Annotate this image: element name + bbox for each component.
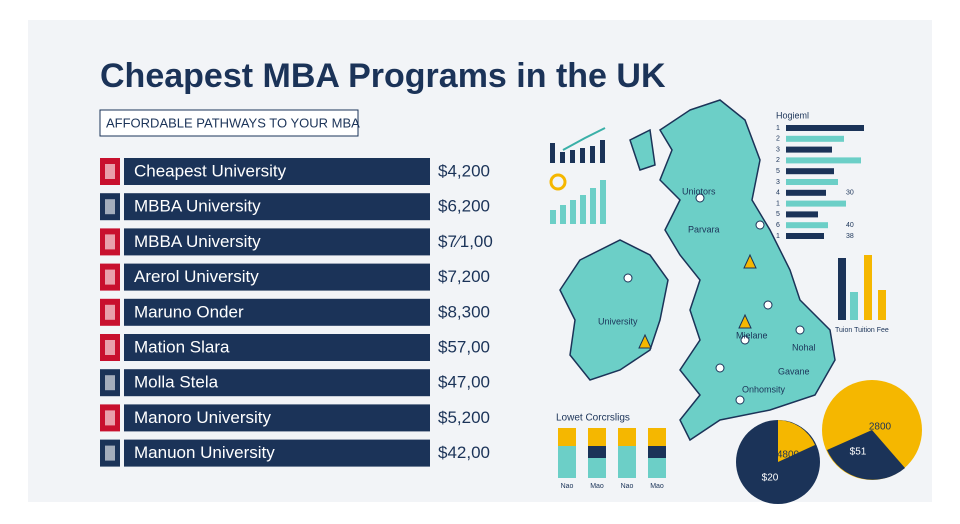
legend-row-label: 1 [776, 233, 780, 240]
stack-mid [588, 446, 606, 458]
stack-mid [558, 446, 576, 458]
university-name: Mation Slara [134, 337, 230, 356]
legend-row-label: 2 [776, 136, 780, 143]
fee: $7⁄1,00 [438, 232, 493, 251]
row-bar [124, 298, 430, 326]
stack-top [588, 428, 606, 446]
university-name: MBBA University [134, 197, 261, 216]
legend-title: Hogieml [776, 110, 809, 120]
stack-label: Nao [621, 483, 634, 490]
fee: $7,200 [438, 267, 490, 286]
university-name: Cheapest University [134, 161, 287, 180]
legend-row-label: 6 [776, 222, 780, 229]
fee: $42,00 [438, 443, 490, 462]
legend-bar [786, 222, 828, 229]
title: Cheapest MBA Programs in the UK [100, 57, 666, 95]
university-name: MBBA University [134, 232, 261, 251]
stack-bottom [618, 458, 636, 478]
pie-label: $20 [762, 473, 779, 484]
row-bar [124, 334, 430, 361]
legend-bar [786, 125, 864, 131]
pie-label: 4800 [777, 450, 800, 461]
map-label: Mielane [736, 330, 768, 340]
legend-row-label: 1 [776, 125, 780, 132]
university-name: Maruno Onder [134, 302, 244, 321]
stack-label: Mao [650, 483, 664, 490]
map-label: Gavane [778, 366, 810, 376]
fee: $5,200 [438, 408, 490, 427]
row-bar [124, 369, 430, 397]
pie-label: $51 [850, 447, 867, 458]
legend-row-label: 3 [776, 146, 780, 153]
row-bar [124, 193, 430, 221]
row-bar [124, 404, 430, 432]
legend-row-value: 40 [846, 222, 854, 229]
fee: $4,200 [438, 161, 490, 180]
pie-slice [778, 420, 815, 462]
stack-bottom [558, 458, 576, 478]
map-label: Parvara [688, 224, 720, 234]
legend-row-label: 4 [776, 190, 780, 197]
university-name: Molla Stela [134, 373, 219, 392]
stack-mid [648, 446, 666, 458]
legend-bar [786, 146, 832, 153]
crest-inner [105, 304, 115, 320]
crest-inner [105, 375, 115, 391]
stack-label: Nao [561, 483, 574, 490]
row-bar [124, 263, 430, 291]
crest-inner [105, 445, 115, 461]
stack-bottom [648, 458, 666, 478]
subtitle-box [99, 109, 359, 137]
crest-inner [105, 234, 115, 250]
stack-top [558, 428, 576, 446]
legend-row-label: 3 [776, 179, 780, 186]
legend-row-label: 5 [776, 211, 780, 218]
legend-bar [786, 179, 838, 185]
legend-bar [786, 157, 861, 164]
crest-inner [105, 269, 115, 285]
university-name: Manoro University [134, 408, 271, 427]
crest-inner [105, 410, 115, 426]
legend-bar [786, 189, 826, 196]
pie-slice [827, 430, 905, 480]
fee: $6,200 [438, 197, 490, 216]
legend-bar [786, 233, 824, 239]
legend-bar [786, 211, 818, 218]
university-name: Manuon University [134, 443, 275, 462]
fee: $8,300 [438, 302, 490, 321]
fee: $47,00 [438, 373, 490, 392]
stack-label: Mao [590, 483, 604, 490]
legend-bar [786, 168, 834, 175]
legend-row-label: 1 [776, 200, 780, 207]
crest-inner [105, 340, 115, 355]
legend-row-label: 5 [776, 168, 780, 175]
map-label: Uniotors [682, 186, 716, 196]
legend-row-label: 2 [776, 157, 780, 164]
lowest-title: Lowet Corcrsligs [556, 413, 630, 424]
crest-inner [105, 164, 115, 179]
stack-top [648, 428, 666, 446]
subtitle: AFFORDABLE PATHWAYS TO YOUR MBA [106, 115, 360, 130]
legend-bar [786, 135, 844, 142]
row-bar [124, 228, 430, 256]
bar-caption: Tuion Tuition Fee [835, 327, 889, 334]
map-label: Nohal [792, 342, 816, 352]
chart-icons [549, 127, 886, 320]
stack-mid [618, 446, 636, 458]
legend-row-value: 30 [846, 190, 854, 197]
row-bar [124, 158, 430, 185]
legend-row-value: 38 [846, 233, 854, 240]
crest-inner [105, 199, 115, 215]
university-name: Arerol University [134, 267, 259, 286]
legend-bar [786, 200, 846, 207]
map-label: University [598, 316, 638, 326]
fee: $57,00 [438, 337, 490, 356]
stack-bottom [588, 458, 606, 478]
row-bar [124, 439, 430, 467]
stack-top [618, 428, 636, 446]
map-pins [623, 193, 805, 405]
pie-label: 2800 [869, 422, 892, 433]
map-label: Onhomsity [742, 384, 786, 394]
